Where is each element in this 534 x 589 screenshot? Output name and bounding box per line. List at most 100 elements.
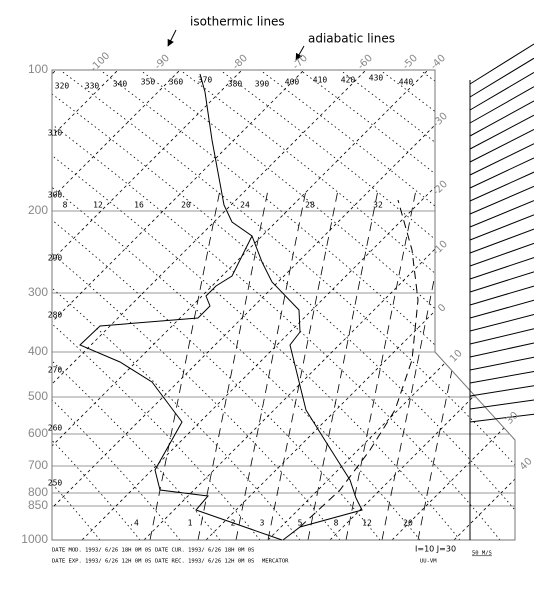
barb — [469, 228, 534, 254]
mixing-ratio-label: 3 — [260, 519, 265, 528]
isotherm — [52, 70, 243, 540]
barb — [469, 242, 534, 267]
adiabat-label: 350 — [141, 78, 156, 87]
mixing-ratio-label: 20 — [181, 201, 191, 210]
barb — [469, 185, 534, 215]
barb — [469, 385, 534, 397]
isotherm — [329, 70, 515, 540]
dry-adiabat — [52, 70, 141, 540]
pressure-label: 200 — [28, 203, 48, 217]
pressure-label: 700 — [28, 458, 48, 472]
pressure-label: 400 — [28, 344, 48, 358]
isotherm-label: 0 — [436, 302, 448, 314]
adiabat-label: 340 — [113, 80, 128, 89]
barb — [469, 86, 534, 124]
mixing-ratio-label: .4 — [129, 519, 139, 528]
adiabat-label: 320 — [55, 82, 70, 91]
mixing-ratio-label: 8 — [63, 201, 68, 210]
mixing-ratio-label: 2 — [231, 519, 236, 528]
isotherm-label: -20 — [431, 179, 450, 198]
pressure-label: 100 — [28, 62, 48, 76]
pressure-label: 850 — [28, 498, 48, 512]
barb — [469, 128, 534, 163]
adiabat-label: 310 — [48, 129, 63, 138]
isotherm-label: -30 — [431, 111, 450, 130]
mixing-ratio-label: 8 — [334, 519, 339, 528]
plot-border — [51, 69, 516, 541]
adiabat-label: 270 — [48, 366, 63, 375]
mixing-ratio-label: 20 — [403, 519, 413, 528]
dry-adiabat — [379, 70, 515, 540]
adiabat-label: 430 — [369, 74, 384, 83]
adiabat-label: 280 — [48, 311, 63, 320]
adiabat-label: 360 — [169, 78, 184, 87]
footer-date-rec: DATE REC. 1993/ 6/26 12H 0M 0S — [155, 559, 254, 565]
barb — [469, 413, 534, 423]
dry-adiabat — [52, 70, 381, 540]
barb — [469, 72, 534, 111]
isotherm-annotation: isothermic lines — [190, 15, 285, 29]
barb — [469, 257, 534, 280]
pressure-label: 600 — [28, 426, 48, 440]
adiabat-label: 260 — [48, 424, 63, 433]
dry-adiabat — [52, 70, 341, 540]
isotherm-label: -10 — [431, 239, 450, 258]
mixing-ratio-label: 12 — [362, 519, 372, 528]
adiabat-label: 290 — [48, 254, 63, 263]
isotherm-label: -70 — [291, 53, 310, 72]
isotherm-label: 30 — [504, 410, 521, 427]
barb — [469, 171, 534, 202]
isotherm — [52, 70, 181, 540]
pressure-label: 1000 — [21, 532, 48, 546]
adiabat-label: 370 — [198, 76, 213, 85]
isotherm-label: 10 — [448, 348, 465, 365]
dry-adiabat — [52, 70, 515, 540]
mixing-ratio-line — [417, 189, 489, 540]
adiabat-label: 420 — [341, 76, 356, 85]
mixing-ratio-label: 1 — [188, 519, 193, 528]
barb — [469, 271, 534, 293]
isotherm-label: -100 — [88, 50, 112, 74]
dewpoint-profile — [79, 235, 283, 541]
isotherm-label: -80 — [231, 53, 250, 72]
barb — [469, 285, 534, 306]
mixing-ratio-line — [149, 189, 221, 540]
mixing-ratio-label: 12 — [93, 201, 103, 210]
barb — [469, 200, 534, 228]
temperature-profile — [199, 73, 363, 541]
diagram-grid — [52, 70, 515, 540]
barb — [469, 100, 534, 137]
mixing-ratio-label: 32 — [373, 201, 383, 210]
adiabat-label: 400 — [285, 78, 300, 87]
barb — [469, 214, 534, 241]
barb — [469, 399, 534, 410]
isotherm — [267, 70, 515, 540]
footer-date-mod: DATE MOD. 1993/ 6/26 18H 0M 0S — [52, 548, 151, 554]
dry-adiabat — [52, 70, 101, 540]
barb — [469, 114, 534, 150]
pressure-label: 500 — [28, 389, 48, 403]
barb — [469, 328, 534, 345]
footer-wind-scale: 50 M/S — [472, 551, 492, 557]
adiabat-label: 250 — [48, 479, 63, 488]
footer-projection: MERCATOR — [262, 559, 289, 565]
barb — [469, 157, 534, 189]
barb — [469, 314, 534, 332]
parcel-path — [299, 199, 419, 528]
dry-adiabat — [52, 70, 501, 540]
adiabat-label: 380 — [228, 80, 243, 89]
isotherm-label: -90 — [153, 53, 172, 72]
adiabat-label: 330 — [85, 82, 100, 91]
adiabat-label: 300 — [48, 191, 63, 200]
isotherm — [52, 70, 491, 540]
isotherm — [52, 70, 367, 540]
footer-date-cur: DATE CUR. 1993/ 6/26 18H 0M 0S — [155, 548, 254, 554]
isotherm — [81, 70, 515, 540]
footer-grid-point: I=10 J=30 — [415, 545, 456, 554]
dry-adiabat — [299, 70, 515, 540]
dry-adiabat — [259, 70, 515, 540]
mixing-ratio-label: 28 — [305, 201, 315, 210]
pressure-label: 300 — [28, 285, 48, 299]
isotherm — [52, 70, 305, 540]
